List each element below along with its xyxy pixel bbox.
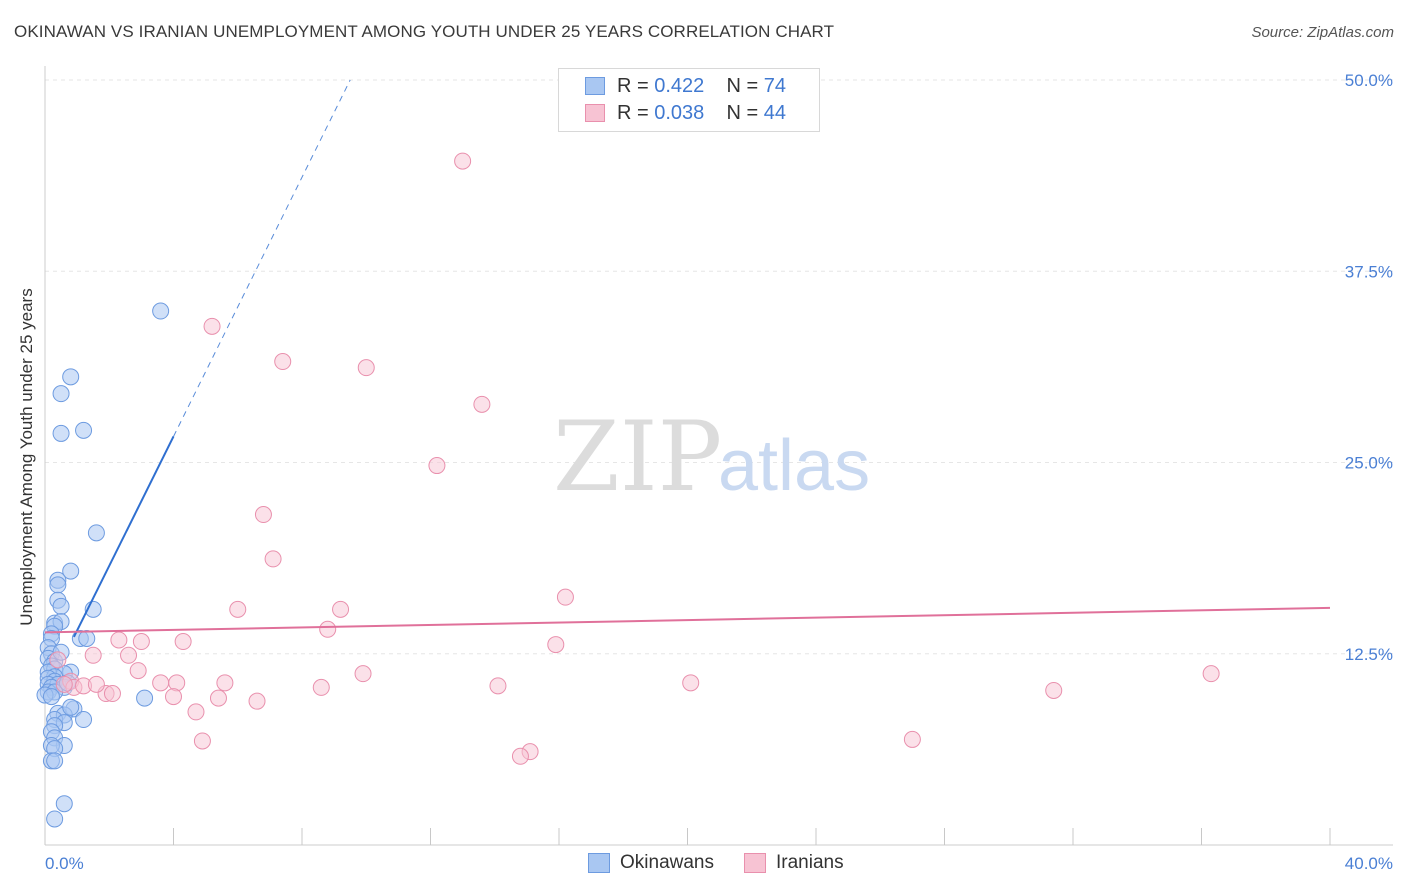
iranian-point (274, 353, 292, 371)
tick-labels: 12.5% 25.0% 37.5% 50.0% 0.0% 40.0% (45, 71, 1393, 873)
iranian-point (547, 636, 565, 654)
okinawans-swatch (585, 77, 605, 95)
okinawan-trend-extension (173, 79, 351, 437)
iranian-point (473, 395, 491, 413)
y-tick-label: 12.5% (1345, 645, 1393, 664)
okinawans-n-value: 74 (763, 74, 787, 97)
okinawan-point (46, 810, 64, 828)
legend-item-iranians: Iranians (744, 852, 844, 874)
iranian-point (216, 674, 234, 692)
watermark: ZIP atlas (553, 401, 870, 513)
okinawan-point (87, 524, 105, 542)
x-tick-label: 40.0% (1345, 854, 1393, 873)
okinawan-point (52, 597, 70, 615)
y-tick-label: 25.0% (1345, 454, 1393, 473)
iranian-point (49, 651, 67, 669)
iranian-point (357, 359, 375, 377)
correlation-legend: R = 0.422 N = 74 R = 0.038 N = 44 (558, 68, 820, 132)
iranian-point (193, 732, 211, 750)
iranian-point (354, 665, 372, 683)
n-label: N = (726, 101, 759, 124)
iranian-point (332, 600, 350, 618)
okinawan-point (78, 629, 96, 647)
iranian-point (264, 550, 282, 568)
iranian-point (511, 747, 529, 765)
okinawan-point (49, 576, 67, 594)
iranian-point (174, 633, 192, 651)
okinawan-points (36, 302, 170, 828)
okinawan-point (62, 562, 80, 580)
iranian-point (1045, 681, 1063, 699)
okinawan-point (42, 688, 60, 706)
okinawan-point (62, 368, 80, 386)
legend-row-okinawans: R = 0.422 N = 74 (585, 74, 786, 98)
iranian-trend-line (44, 606, 1331, 634)
iranian-point (248, 692, 266, 710)
grid-layer (45, 79, 1393, 655)
iranian-point (168, 674, 186, 692)
okinawan-point (75, 421, 93, 439)
okinawan-trend-line (73, 436, 175, 638)
iranians-legend-swatch (744, 853, 766, 873)
iranian-point (1202, 665, 1220, 683)
okinawans-r-value: 0.422 (654, 74, 705, 97)
iranian-point (132, 633, 150, 651)
iranian-point (84, 646, 102, 664)
okinawan-point (46, 752, 64, 770)
iranian-point (209, 689, 227, 707)
okinawan-point (62, 698, 80, 716)
okinawan-point (55, 795, 73, 813)
okinawan-point (75, 711, 93, 729)
n-label: N = (726, 74, 759, 97)
iranian-point (55, 675, 73, 693)
r-label: R = (617, 101, 649, 124)
watermark-zip: ZIP (553, 401, 722, 513)
iranian-point (319, 620, 337, 638)
iranian-point (165, 688, 182, 706)
iranian-point (203, 317, 221, 335)
okinawans-legend-label: Okinawans (620, 852, 714, 873)
x-tick-label: 0.0% (45, 854, 84, 873)
legend-item-okinawans: Okinawans (588, 852, 714, 874)
okinawan-point (152, 302, 170, 320)
iranians-legend-label: Iranians (776, 852, 844, 873)
iranian-points (49, 152, 1220, 765)
iranian-point (120, 646, 138, 664)
trend-layer (44, 79, 1331, 638)
iranian-point (682, 674, 700, 692)
iranian-point (87, 675, 105, 693)
legend-row-iranians: R = 0.038 N = 44 (585, 101, 786, 125)
source-label: Source: ZipAtlas.com (1251, 24, 1394, 41)
series-legend: Okinawans Iranians (588, 852, 874, 874)
iranians-r-value: 0.038 (654, 101, 705, 124)
iranian-point (556, 588, 574, 606)
chart-title: OKINAWAN VS IRANIAN UNEMPLOYMENT AMONG Y… (14, 22, 835, 41)
iranian-point (254, 506, 272, 524)
iranian-point (454, 152, 472, 170)
iranian-point (428, 457, 446, 475)
watermark-atlas: atlas (718, 426, 870, 506)
axis-layer (44, 66, 1393, 846)
iranians-n-value: 44 (763, 101, 787, 124)
iranian-point (312, 678, 330, 696)
y-tick-label: 50.0% (1345, 71, 1393, 90)
iranian-point (152, 674, 170, 692)
iranian-point (489, 677, 507, 695)
okinawan-point (136, 689, 154, 707)
iranian-point (903, 730, 921, 748)
iranian-point (229, 600, 247, 618)
iranian-point (129, 662, 147, 680)
okinawans-legend-swatch (588, 853, 610, 873)
iranian-point (187, 703, 205, 721)
iranian-point (110, 631, 128, 649)
r-label: R = (617, 74, 649, 97)
iranian-point (103, 685, 121, 703)
okinawan-point (52, 385, 70, 403)
okinawan-point (52, 424, 70, 442)
iranians-swatch (585, 104, 605, 122)
y-tick-label: 37.5% (1345, 262, 1393, 281)
